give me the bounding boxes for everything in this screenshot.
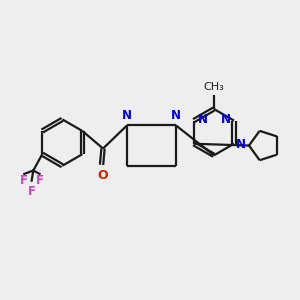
Text: N: N <box>236 138 245 151</box>
Text: F: F <box>36 174 44 187</box>
Text: F: F <box>20 174 28 187</box>
Text: O: O <box>98 169 108 182</box>
Text: N: N <box>197 112 207 126</box>
Text: N: N <box>171 110 181 122</box>
Text: CH₃: CH₃ <box>203 82 224 92</box>
Text: N: N <box>122 110 132 122</box>
Text: N: N <box>220 112 230 126</box>
Text: F: F <box>28 184 36 197</box>
